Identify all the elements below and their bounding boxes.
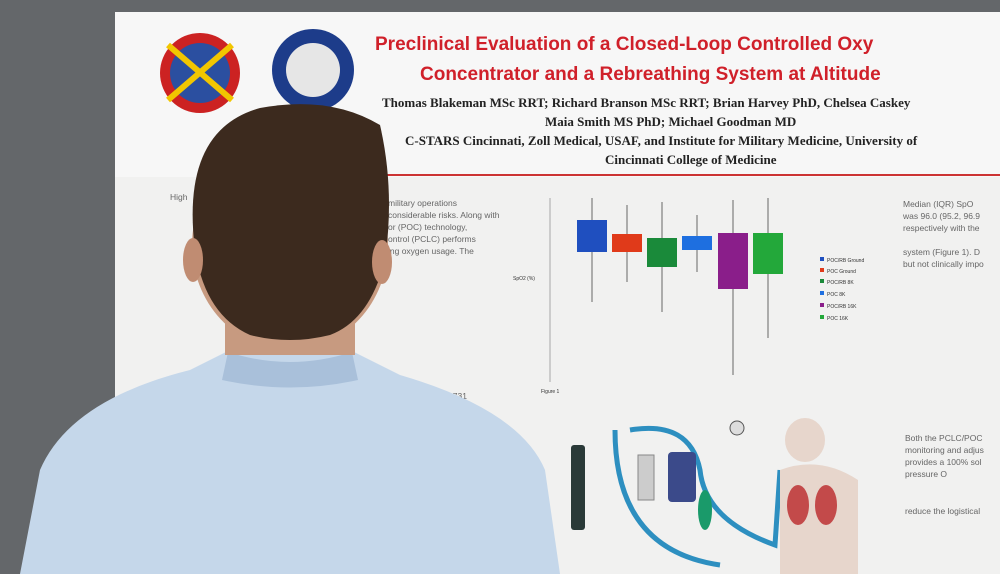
shape: [820, 257, 824, 261]
box: [577, 220, 607, 252]
text: reduce the logistical: [905, 506, 980, 516]
shape: [820, 315, 824, 319]
shape: [820, 268, 824, 272]
legend-entry: POC Ground: [827, 269, 856, 275]
legend-entry: POC 16K: [827, 316, 849, 322]
title-line: Preclinical Evaluation of a Closed-Loop …: [375, 34, 874, 55]
box: [682, 236, 712, 250]
right-text: Median (IQR) SpO was 96.0 (95.2, 96.9 re…: [902, 199, 984, 516]
legend-entry: POC/RB 8K: [827, 280, 854, 286]
shape: [820, 303, 824, 307]
legend-entry: POC 8K: [827, 292, 846, 298]
text: High: [170, 192, 188, 202]
gauge: [729, 420, 745, 436]
ear: [372, 240, 392, 284]
box: [718, 233, 748, 289]
lung: [815, 485, 837, 525]
legend: POC/RB Ground POC Ground POC/RB 8K POC 8…: [820, 257, 864, 322]
text: or (POC) technology,: [388, 222, 467, 232]
logo-cross: [166, 42, 234, 103]
text: ing oxygen usage. The: [388, 246, 474, 256]
text: pressure O: [905, 469, 947, 479]
ear: [183, 238, 203, 282]
hair: [192, 104, 389, 341]
text: considerable risks. Along with: [388, 210, 500, 220]
text: system (Figure 1). D: [903, 247, 980, 257]
figure: SpO2 (%) Figure 1 POC/RB Ground POC Grou…: [513, 198, 864, 395]
box: [612, 234, 642, 252]
person: [20, 104, 560, 574]
legend-entry: POC/RB Ground: [827, 258, 864, 264]
box: [647, 238, 677, 267]
text: monitoring and adjus: [905, 445, 984, 455]
affiliation: Cincinnati College of Medicine: [605, 152, 777, 167]
text: Both the PCLC/POC: [905, 433, 982, 443]
text: was 96.0 (95.2, 96.9: [902, 211, 980, 221]
affiliation: C-STARS Cincinnati, Zoll Medical, USAF, …: [405, 133, 918, 148]
text: military operations: [388, 198, 457, 208]
lung: [787, 485, 809, 525]
text: Median (IQR) SpO: [903, 199, 974, 209]
head-figure: [785, 418, 825, 462]
caption: Figure 1: [541, 389, 560, 395]
legend-entry: POC/RB 16K: [827, 304, 857, 310]
text: ontrol (PCLC) performs: [388, 234, 476, 244]
text: provides a 100% sol: [905, 457, 982, 467]
device: [668, 452, 696, 502]
bag: [698, 490, 712, 530]
authors: Maia Smith MS PhD; Michael Goodman MD: [545, 114, 796, 129]
text: respectively with the: [903, 223, 980, 233]
shape: [820, 291, 824, 295]
title-line: Concentrator and a Rebreathing System at…: [420, 64, 881, 85]
shirt: [20, 350, 560, 574]
device-diagram: [571, 418, 858, 574]
text: but not clinically impo: [903, 259, 984, 269]
shape: [820, 279, 824, 283]
box: [753, 233, 783, 274]
collar: [222, 352, 358, 388]
axis-label: SpO2 (%): [513, 276, 535, 282]
authors: Thomas Blakeman MSc RRT; Richard Branson…: [382, 95, 911, 110]
tubing: [612, 425, 783, 568]
cylinder: [571, 445, 585, 530]
canister: [637, 454, 655, 501]
logo-inner: [286, 43, 340, 97]
